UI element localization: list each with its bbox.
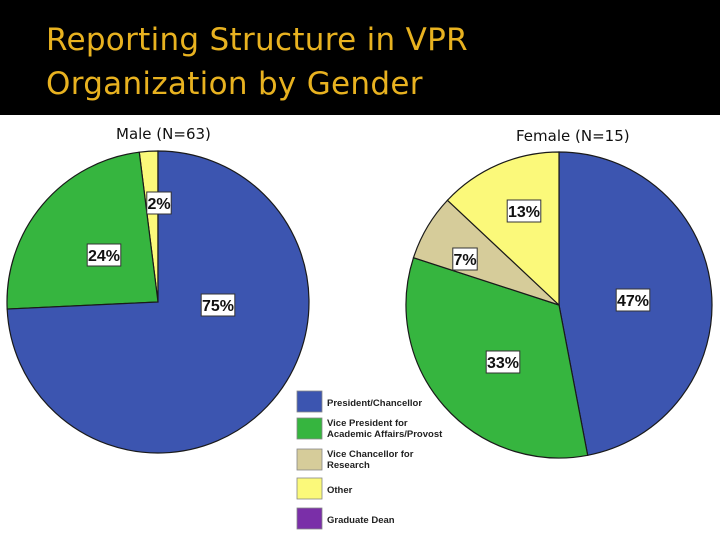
female-pie <box>405 151 713 459</box>
male-slice-president-chancellor <box>6 150 310 454</box>
slide-title-line-2: Organization by Gender <box>46 66 423 102</box>
title-band <box>0 0 720 115</box>
female-label-box-vice-president-for-academic-affairs-provost <box>485 350 521 374</box>
male-label-president-chancellor: 75% <box>202 298 234 315</box>
legend-label-vice-president-for-academic-affairs-provost-line-2: Academic Affairs/Provost <box>327 429 443 440</box>
female-label-vice-president-for-academic-affairs-provost: 33% <box>487 355 519 372</box>
legend-label-graduate-dean: Graduate Dean <box>327 515 395 526</box>
legend: President/Chancellor Vice President forAc… <box>296 390 443 530</box>
female-label-president-chancellor: 47% <box>617 293 649 310</box>
legend-swatch-graduate-dean <box>296 507 323 530</box>
male-label-other: 2% <box>147 196 170 213</box>
male-label-box-other <box>146 191 172 215</box>
male-label-box-vice-president-for-academic-affairs-provost <box>86 243 122 267</box>
legend-label-vice-chancellor-for-research-line-2: Research <box>327 460 370 471</box>
legend-label-president-chancellor: President/Chancellor <box>327 398 422 409</box>
female-chart-title: Female (N=15) <box>516 127 630 145</box>
slide-title-line-1: Reporting Structure in VPR <box>46 22 468 58</box>
male-pie <box>6 150 310 454</box>
legend-swatch-vice-president-for-academic-affairs-provost <box>296 417 323 440</box>
legend-swatch-president-chancellor <box>296 390 323 413</box>
legend-label-vice-president-for-academic-affairs-provost-line-1: Vice President for <box>327 418 408 429</box>
female-label-box-president-chancellor <box>615 288 651 312</box>
slide-title: Reporting Structure in VPR Organization … <box>46 18 686 106</box>
female-label-box-vice-chancellor-for-research <box>452 247 478 271</box>
female-label-vice-chancellor-for-research: 7% <box>453 252 476 269</box>
male-label-box-president-chancellor <box>200 293 236 317</box>
male-slice-vice-president-for-academic-affairs-provost <box>6 151 159 310</box>
male-label-vice-president-for-academic-affairs-provost: 24% <box>88 248 120 265</box>
legend-label-vice-chancellor-for-research-line-1: Vice Chancellor for <box>327 449 414 460</box>
legend-label-other: Other <box>327 485 353 496</box>
female-label-other: 13% <box>508 204 540 221</box>
legend-swatch-other <box>296 477 323 500</box>
female-label-box-other <box>506 199 542 223</box>
legend-swatch-vice-chancellor-for-research <box>296 448 323 471</box>
female-slice-other <box>446 151 560 307</box>
male-chart-title: Male (N=63) <box>116 125 211 143</box>
